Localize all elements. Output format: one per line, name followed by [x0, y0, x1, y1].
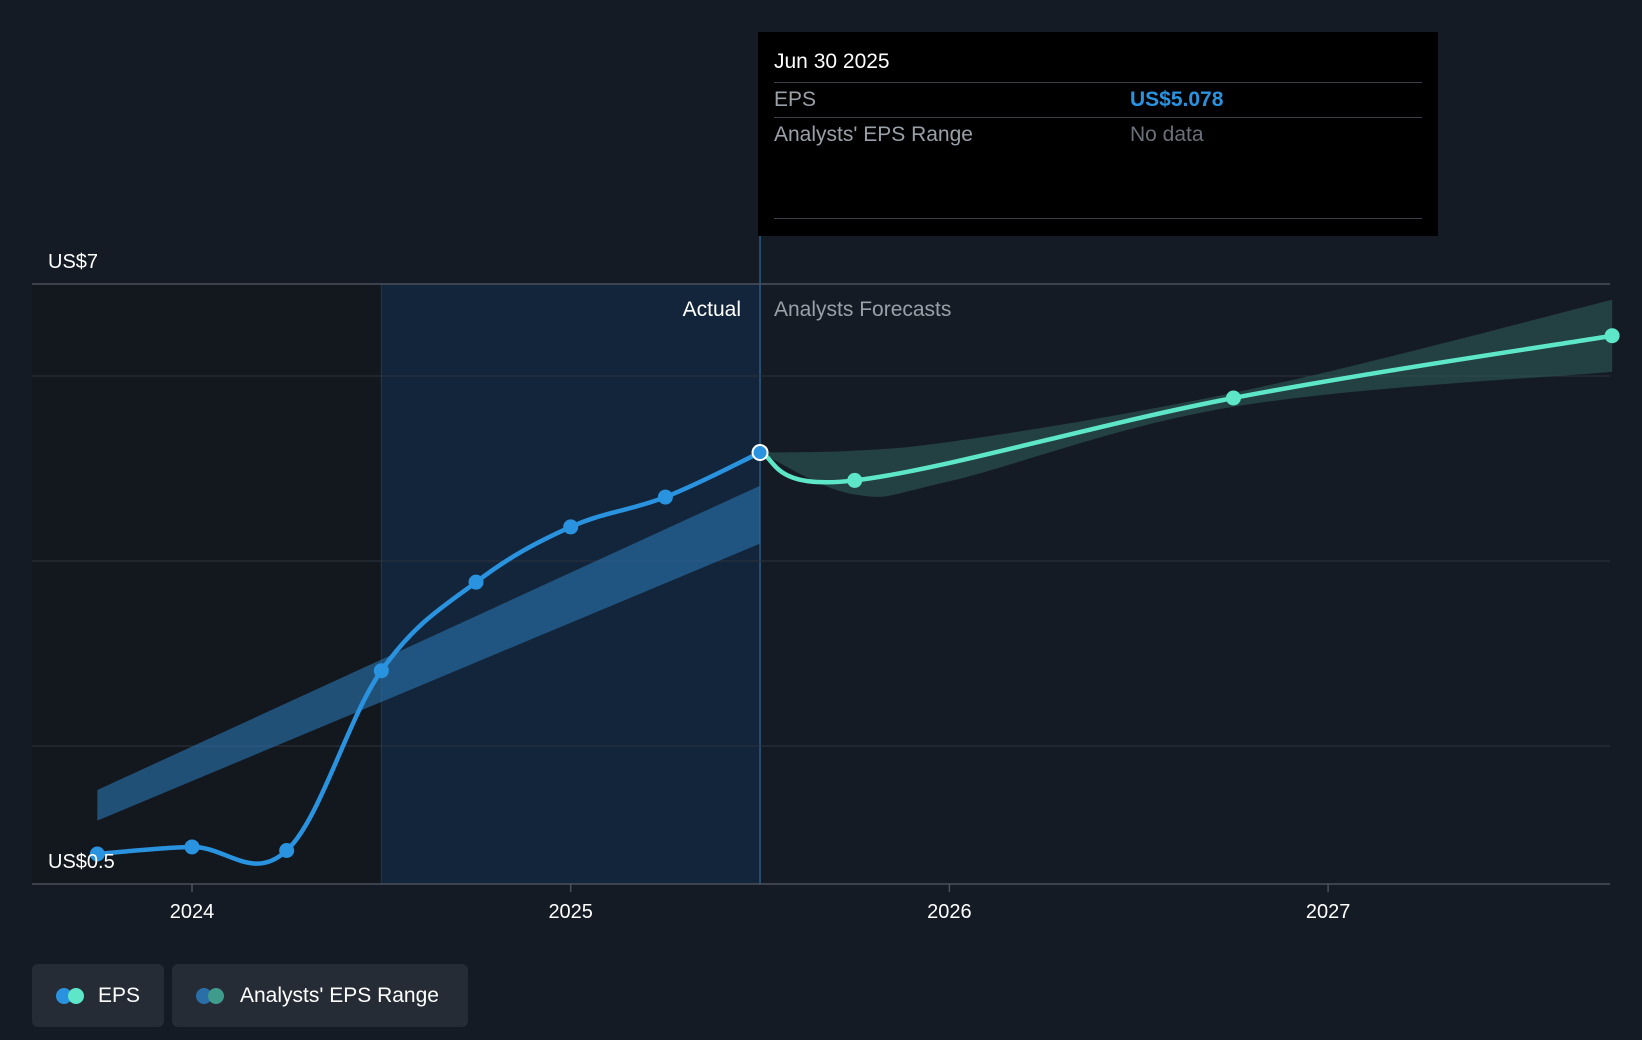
range-band-forecast	[760, 299, 1613, 497]
x-tick-label-2024: 2024	[170, 901, 215, 923]
tooltip-divider	[774, 218, 1422, 219]
eps-point-forecast-1	[847, 472, 863, 488]
tooltip-range-label: Analysts' EPS Range	[774, 123, 973, 146]
eps-point-actual-3	[373, 663, 389, 679]
tooltip: Jun 30 2025 EPS US$5.078 Analysts' EPS R…	[758, 32, 1438, 236]
x-tick-label-2026: 2026	[927, 901, 972, 923]
forecast-section-label: Analysts Forecasts	[774, 298, 951, 321]
y-axis-bottom-label: US$0.5	[48, 851, 115, 873]
eps-point-forecast-2	[1225, 390, 1241, 406]
eps-legend-icon	[56, 987, 84, 1004]
line-layer	[95, 333, 1615, 866]
eps-point-actual-5	[563, 519, 579, 535]
range-legend-icon	[196, 987, 226, 1004]
x-tick-label-2027: 2027	[1306, 901, 1351, 923]
eps-point-highlight	[751, 444, 769, 462]
eps-point-actual-6	[657, 489, 673, 505]
tooltip-range-value: No data	[1130, 123, 1204, 146]
tooltip-date: Jun 30 2025	[774, 32, 1422, 83]
tooltip-row-eps: EPS US$5.078	[774, 83, 1422, 118]
legend-range-button[interactable]: Analysts' EPS Range	[172, 964, 468, 1027]
eps-line-actual	[95, 450, 763, 866]
eps-point-actual-0	[89, 846, 105, 862]
actual-section-label: Actual	[683, 298, 741, 321]
past-shade-dark	[32, 284, 382, 884]
tooltip-eps-value: US$5.078	[1130, 88, 1224, 111]
tooltip-eps-label: EPS	[774, 88, 817, 111]
point-layer	[89, 328, 1620, 862]
legend-eps-button[interactable]: EPS	[32, 964, 164, 1027]
range-band-actual	[97, 485, 761, 821]
legend-range-label: Analysts' EPS Range	[240, 983, 439, 1007]
eps-point-actual-1	[184, 839, 200, 855]
eps-point-actual-4	[468, 574, 484, 590]
eps-line-forecast	[757, 333, 1615, 485]
eps-point-forecast-3	[1604, 328, 1620, 344]
range-layer	[97, 299, 1613, 821]
text-layer: US$7 US$0.5 Actual Analysts Forecasts 20…	[48, 251, 1350, 923]
tooltip-row-range: Analysts' EPS Range No data	[774, 118, 1422, 152]
eps-point-actual-2	[279, 842, 295, 858]
legend-eps-label: EPS	[97, 983, 140, 1007]
y-axis-top-label: US$7	[48, 251, 98, 273]
x-tick-label-2025: 2025	[548, 901, 593, 923]
